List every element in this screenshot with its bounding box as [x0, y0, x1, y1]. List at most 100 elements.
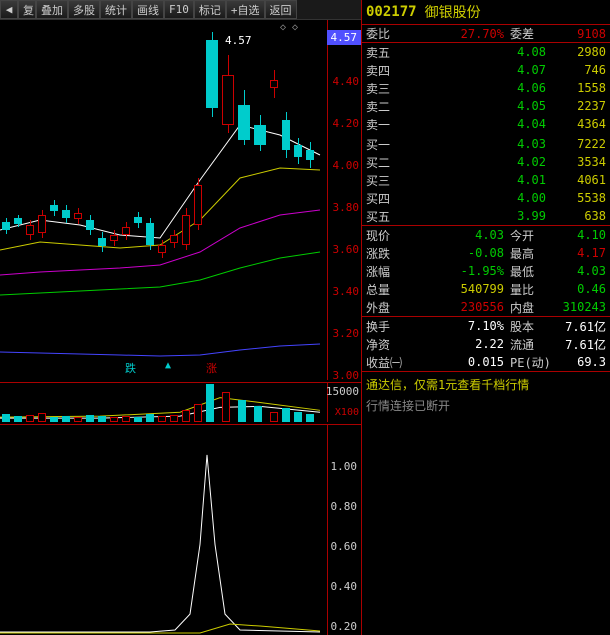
- book-price: 4.05: [408, 99, 546, 113]
- stat-label: 总量: [366, 281, 408, 298]
- book-volume: 4364: [546, 117, 606, 131]
- diamond-icon: ◇ ◇: [280, 22, 298, 33]
- stat-label: 涨幅: [366, 263, 408, 280]
- triangle-icon: ▲: [165, 360, 171, 371]
- vol-tick: 15000: [326, 385, 359, 398]
- stat-label: 今开: [510, 227, 546, 244]
- stat-value: 7.10%: [408, 319, 504, 333]
- stat-value: 69.3: [546, 355, 606, 369]
- book-price: 4.07: [408, 63, 546, 77]
- asks-row: 卖三 4.06 1558: [362, 79, 610, 97]
- stat-label: 净资: [366, 336, 408, 353]
- price-tick: 3.20: [333, 327, 360, 340]
- book-price: 3.99: [408, 209, 546, 223]
- stat-row: 外盘 230556 内盘 310243: [362, 298, 610, 316]
- stock-header: 002177 御银股份: [362, 0, 610, 25]
- weicha-label: 委差: [510, 25, 546, 42]
- book-price: 4.04: [408, 117, 546, 131]
- toolbar-btn-8[interactable]: 返回: [265, 0, 297, 19]
- book-price: 4.08: [408, 45, 546, 59]
- stat-value: 7.61亿: [546, 318, 606, 335]
- bids-row: 买二 4.02 3534: [362, 153, 610, 171]
- stock-code: 002177: [366, 4, 417, 20]
- bids-row: 买三 4.01 4061: [362, 171, 610, 189]
- weibi-row: 委比 27.70% 委差 9108: [362, 25, 610, 43]
- weibi-label: 委比: [366, 25, 408, 42]
- stat-label: 量比: [510, 281, 546, 298]
- book-price: 4.01: [408, 173, 546, 187]
- stat-value: 4.17: [546, 246, 606, 260]
- book-label: 卖一: [366, 116, 408, 133]
- stat-value: 4.03: [408, 228, 504, 242]
- connection-status: 行情连接已断开: [366, 397, 606, 414]
- toolbar-back-arrow[interactable]: ◀: [0, 0, 18, 19]
- indicator-panel[interactable]: [0, 424, 327, 635]
- indicator-axis: 1.000.800.600.400.20: [327, 424, 361, 635]
- book-label: 买三: [366, 172, 408, 189]
- price-axis: 4.57 4.404.204.003.803.603.403.203.00: [327, 20, 361, 380]
- book-volume: 2980: [546, 45, 606, 59]
- stock-name: 御银股份: [425, 2, 481, 22]
- chart-area[interactable]: 4.57 跌 涨 ▲ ◇ ◇ 4.57 4.404.204.003.803.60…: [0, 20, 361, 635]
- stat-label: PE(动): [510, 354, 546, 371]
- book-price: 4.03: [408, 137, 546, 151]
- stat-row: 涨跌 -0.08 最高 4.17: [362, 244, 610, 262]
- book-label: 买一: [366, 136, 408, 153]
- stat-row: 涨幅 -1.95% 最低 4.03: [362, 262, 610, 280]
- stat-value: 230556: [408, 300, 504, 314]
- volume-panel[interactable]: [0, 382, 327, 422]
- toolbar-btn-2[interactable]: 多股: [68, 0, 100, 19]
- book-volume: 3534: [546, 155, 606, 169]
- book-volume: 1558: [546, 81, 606, 95]
- price-tick: 3.80: [333, 201, 360, 214]
- book-label: 买四: [366, 190, 408, 207]
- book-volume: 5538: [546, 191, 606, 205]
- stat-label: 涨跌: [366, 245, 408, 262]
- bids-row: 买五 3.99 638: [362, 207, 610, 225]
- price-tick: 3.00: [333, 369, 360, 382]
- stat-value: 310243: [546, 300, 606, 314]
- book-volume: 4061: [546, 173, 606, 187]
- toolbar-btn-1[interactable]: 叠加: [36, 0, 68, 19]
- marker-up: 涨: [206, 360, 217, 376]
- stat-value: -0.08: [408, 246, 504, 260]
- book-volume: 746: [546, 63, 606, 77]
- stat-row: 收益㈠ 0.015 PE(动) 69.3: [362, 353, 610, 371]
- stat-label: 换手: [366, 318, 408, 335]
- book-label: 买五: [366, 208, 408, 225]
- stat-row: 现价 4.03 今开 4.10: [362, 226, 610, 244]
- bids-row: 买四 4.00 5538: [362, 189, 610, 207]
- book-volume: 2237: [546, 99, 606, 113]
- stat-value: 7.61亿: [546, 336, 606, 353]
- ind-tick: 0.40: [331, 580, 358, 593]
- toolbar-btn-0[interactable]: 复权: [18, 0, 36, 19]
- message-area: 通达信，仅需1元查看千档行情 行情连接已断开: [362, 372, 610, 418]
- asks-row: 卖五 4.08 2980: [362, 43, 610, 61]
- toolbar-btn-5[interactable]: F10: [164, 0, 194, 19]
- quote-panel: 002177 御银股份 委比 27.70% 委差 9108 卖五 4.08 29…: [361, 0, 610, 635]
- book-price: 4.00: [408, 191, 546, 205]
- stat-label: 现价: [366, 227, 408, 244]
- stat-row: 总量 540799 量比 0.46: [362, 280, 610, 298]
- toolbar-btn-3[interactable]: 统计: [100, 0, 132, 19]
- asks-row: 卖二 4.05 2237: [362, 97, 610, 115]
- stat-label: 收益㈠: [366, 354, 408, 371]
- toolbar-btn-6[interactable]: 标记: [194, 0, 226, 19]
- toolbar-btn-4[interactable]: 画线: [132, 0, 164, 19]
- weibi-value: 27.70%: [408, 27, 504, 41]
- weicha-value: 9108: [546, 27, 606, 41]
- toolbar-btn-7[interactable]: +自选: [226, 0, 265, 19]
- stat-label: 内盘: [510, 299, 546, 316]
- stat-value: 2.22: [408, 337, 504, 351]
- candlestick-chart[interactable]: 4.57 跌 涨 ▲ ◇ ◇: [0, 20, 327, 380]
- chart-panel: ◀ 复权叠加多股统计画线F10标记+自选返回 4.57 跌 涨 ▲ ◇ ◇: [0, 0, 361, 635]
- ind-tick: 0.80: [331, 500, 358, 513]
- stat-label: 流通: [510, 336, 546, 353]
- toolbar: ◀ 复权叠加多股统计画线F10标记+自选返回: [0, 0, 361, 20]
- promo-message[interactable]: 通达信，仅需1元查看千档行情: [366, 376, 606, 393]
- stat-row: 净资 2.22 流通 7.61亿: [362, 335, 610, 353]
- price-tick: 3.60: [333, 243, 360, 256]
- book-label: 买二: [366, 154, 408, 171]
- stat-value: -1.95%: [408, 264, 504, 278]
- stat-value: 540799: [408, 282, 504, 296]
